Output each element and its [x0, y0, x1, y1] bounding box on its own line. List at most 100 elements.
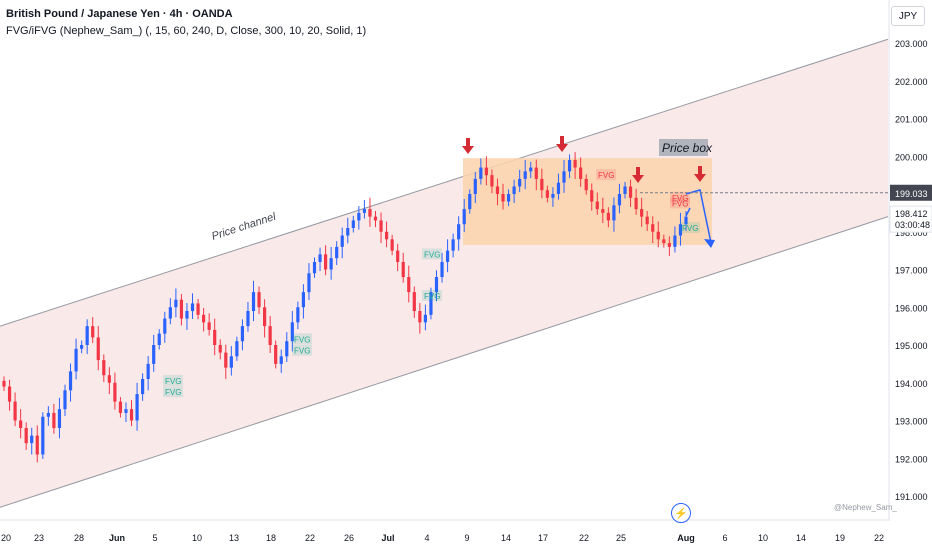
- x-tick-label: 22: [305, 533, 315, 543]
- candle-body: [91, 326, 95, 338]
- x-tick-label: 28: [74, 533, 84, 543]
- fvg-box: [292, 333, 312, 345]
- lightning-icon[interactable]: ⚡: [671, 503, 691, 523]
- candle-body: [124, 409, 128, 413]
- down-arrow-icon: [636, 167, 640, 176]
- candle-body: [118, 401, 123, 413]
- candle-body: [285, 341, 289, 357]
- y-tick-label: 196.000: [895, 303, 928, 313]
- candles: [2, 152, 688, 463]
- down-arrow-head: [556, 144, 568, 152]
- channel-upper-line: [0, 38, 889, 327]
- down-arrow-icon: [698, 166, 702, 175]
- currency-button[interactable]: JPY: [891, 6, 925, 26]
- candle-body: [457, 224, 461, 240]
- x-tick-label: 6: [722, 533, 727, 543]
- candle-body: [235, 341, 239, 357]
- time-axis: 20 23 28 Jun 5 10 13 18 22 26 Jul 4 9 14 17 22 25 Aug 6 10 1…: [0, 519, 890, 543]
- candle-body: [113, 382, 117, 402]
- y-tick-label: 203.000: [895, 39, 928, 49]
- x-tick-label: 26: [344, 533, 354, 543]
- fvg-label: FVG: [165, 388, 181, 397]
- candle-body: [601, 209, 605, 213]
- projection-start: [685, 207, 691, 217]
- candle-body: [279, 356, 283, 364]
- candle-body: [218, 345, 222, 353]
- candle-body: [556, 182, 561, 194]
- candle-body: [678, 224, 683, 236]
- y-tick-label: 191.000: [895, 492, 928, 502]
- candle-body: [179, 299, 184, 319]
- candle-body: [645, 216, 649, 225]
- fvg-label: FVG: [672, 194, 688, 203]
- candle-body: [196, 303, 200, 315]
- fvg-box: [163, 374, 183, 386]
- candle-body: [7, 386, 12, 402]
- x-tick-label: 4: [424, 533, 429, 543]
- fvg-label: FVG: [424, 250, 440, 259]
- candle-body: [518, 178, 522, 187]
- fvg-box: [422, 289, 442, 301]
- y-tick-label: 197.000: [895, 266, 928, 276]
- candle-body: [479, 167, 483, 179]
- candle-body: [451, 239, 455, 251]
- candle-body: [634, 197, 638, 210]
- indicator-label[interactable]: FVG/iFVG (Nephew_Sam_) (, 15, 60, 240, D…: [6, 25, 367, 37]
- fvg-box: [670, 197, 690, 209]
- candle-body: [157, 333, 161, 345]
- candle-body: [562, 171, 566, 183]
- fvg-box: [292, 344, 312, 356]
- price-axis: 203.000202.000201.000200.000199.000198.0…: [888, 0, 932, 520]
- candle-body: [440, 261, 444, 278]
- fvg-label: FVG: [598, 171, 614, 180]
- candle-body: [590, 190, 594, 202]
- level-tag-bg: [890, 184, 932, 201]
- candle-body: [584, 178, 588, 191]
- candle-body: [185, 311, 189, 319]
- x-tick-label: 14: [796, 533, 806, 543]
- candle-body: [152, 345, 156, 364]
- candle-body: [512, 186, 516, 194]
- candle-body: [257, 292, 261, 308]
- chart-title: British Pound / Japanese Yen · 4h · OAND…: [6, 8, 233, 20]
- candle-body: [340, 235, 344, 247]
- fvg-box: [596, 169, 616, 181]
- x-tick-label: 10: [758, 533, 768, 543]
- candle-body: [246, 311, 250, 327]
- candle-body: [368, 209, 372, 217]
- x-tick-label: 22: [874, 533, 884, 543]
- candle-body: [335, 246, 339, 259]
- candle-body: [429, 292, 433, 315]
- candle-body: [346, 227, 350, 236]
- candle-body: [379, 220, 383, 232]
- x-tick-label: Jun: [109, 533, 125, 543]
- fvg-box: [163, 386, 183, 398]
- candle-body: [506, 194, 511, 202]
- y-tick-label: 202.000: [895, 77, 928, 87]
- candle-body: [396, 250, 400, 262]
- candle-body: [135, 394, 139, 421]
- x-tick-label: Jul: [381, 533, 394, 543]
- projection-arrow-head: [704, 239, 715, 248]
- fvg-label: FVG: [682, 224, 698, 233]
- x-tick-label: Aug: [677, 533, 695, 543]
- y-tick-label: 201.000: [895, 115, 928, 125]
- candle-body: [362, 209, 367, 213]
- candle-body: [407, 277, 411, 293]
- candle-body: [224, 352, 228, 368]
- candle-body: [202, 314, 206, 323]
- candle-body: [274, 345, 278, 364]
- candle-body: [30, 435, 34, 444]
- candle-body: [85, 326, 89, 345]
- candle-body: [57, 409, 62, 429]
- x-tick-label: 22: [579, 533, 589, 543]
- y-tick-label: 193.000: [895, 417, 928, 427]
- x-tick-label: 18: [266, 533, 276, 543]
- candle-body: [418, 311, 422, 323]
- last-price-tag-bg: [889, 205, 932, 233]
- x-tick-label: 19: [835, 533, 845, 543]
- fvg-label: FVG: [165, 377, 181, 386]
- x-tick-label: 25: [616, 533, 626, 543]
- candle-body: [673, 235, 677, 247]
